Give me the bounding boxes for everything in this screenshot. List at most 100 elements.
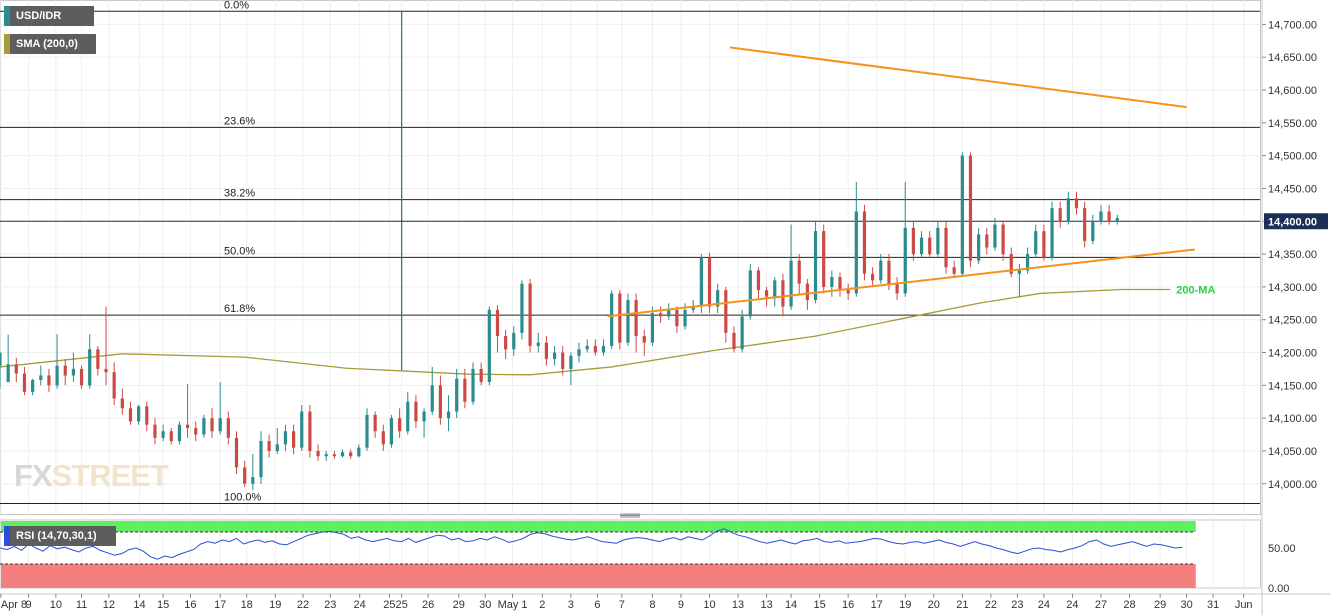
x-tick-label-12: 23	[324, 599, 336, 611]
candle-body-124	[1009, 254, 1013, 274]
candle-body-25	[202, 418, 206, 435]
candle-body-114	[928, 237, 932, 255]
candle-body-86	[699, 257, 703, 307]
candle-body-136	[1107, 211, 1111, 222]
x-tick-label-0: Apr 8	[1, 599, 27, 611]
y-tick-label-8: 14,300.00	[1268, 282, 1317, 294]
x-tick-label-4: 12	[103, 599, 115, 611]
x-tick-label-29: 14	[785, 599, 797, 611]
y-tick-label-13: 14,050.00	[1268, 446, 1317, 458]
candle-body-90	[732, 332, 736, 350]
candle-body-45	[365, 414, 369, 448]
candle-body-23	[185, 424, 190, 428]
x-tick-label-30: 15	[813, 599, 825, 611]
x-tick-label-45: Jun	[1235, 599, 1253, 611]
candle-body-92	[748, 270, 752, 317]
candle-body-33	[267, 441, 271, 451]
candle-body-110	[895, 283, 899, 294]
candle-body-4	[31, 380, 35, 392]
x-tick-label-15: 25	[396, 599, 408, 611]
candle-body-65	[528, 283, 532, 346]
x-tick-label-38: 24	[1038, 599, 1050, 611]
candle-body-135	[1099, 211, 1103, 222]
candle-body-79	[642, 336, 646, 343]
candle-body-26	[210, 418, 214, 432]
candle-body-83	[675, 309, 679, 327]
rsi-swatch	[4, 526, 10, 546]
x-tick-label-23: 7	[619, 599, 625, 611]
price-axis: 14,700.00 14,650.00 14,600.00 14,550.00 14,5…	[1262, 19, 1328, 595]
x-tick-label-32: 17	[871, 599, 883, 611]
y-tick-label-5: 14,450.00	[1268, 183, 1317, 195]
x-tick-label-19: May 1	[498, 599, 528, 611]
x-tick-label-18: 30	[479, 599, 491, 611]
candle-body-81	[658, 313, 663, 317]
x-tick-label-21: 3	[568, 599, 574, 611]
time-axis: Apr 89 10 11 12 14 15 16 17 18 19 22 23 24 25 25 26 29 30…	[0, 594, 1253, 611]
candle-body-27	[218, 418, 222, 432]
candle-body-10	[79, 368, 84, 386]
candle-body-128	[1042, 231, 1046, 258]
x-tick-label-17: 29	[453, 599, 465, 611]
candle-body-77	[626, 300, 630, 343]
fib-label-4: 61.8%	[224, 303, 255, 315]
sma-annotation: 200-MA	[1176, 285, 1215, 297]
trendline-resistance	[729, 46, 1187, 109]
candle-body-96	[781, 280, 785, 307]
candle-body-87	[707, 257, 712, 307]
candle-body-71	[577, 349, 581, 356]
sma-200-line	[0, 288, 1171, 376]
y-tick-label-0: 14,700.00	[1268, 19, 1317, 31]
candle-body-15	[120, 398, 124, 409]
candle-body-85	[691, 306, 695, 310]
candle-body-13	[104, 368, 108, 373]
candle-body-121	[985, 234, 989, 248]
candle-body-0	[0, 352, 2, 366]
candle-body-130	[1058, 208, 1062, 222]
candle-body-70	[569, 355, 573, 369]
candle-body-5	[39, 375, 43, 381]
candle-body-46	[373, 414, 377, 432]
x-tick-label-36: 22	[985, 599, 997, 611]
x-tick-label-6: 15	[157, 599, 169, 611]
watermark-street: STREET	[51, 458, 169, 493]
candle-body-24	[194, 427, 198, 435]
rsi-overbought-zone	[1, 521, 1196, 532]
rsi-y-tick-label-1: 0.00	[1268, 583, 1289, 595]
current-price-tag	[1264, 213, 1328, 230]
candle-body-102	[830, 277, 834, 287]
candle-body-51	[414, 401, 418, 422]
candle-body-106	[862, 211, 867, 274]
candle-body-37	[300, 411, 304, 448]
x-tick-label-9: 18	[241, 599, 253, 611]
x-tick-label-27: 13	[732, 599, 744, 611]
fib-label-0: 0.0%	[224, 0, 249, 11]
candle-body-88	[716, 290, 720, 307]
candle-body-68	[552, 352, 557, 360]
candle-body-11	[88, 349, 92, 386]
candle-body-18	[145, 406, 149, 425]
symbol-legend[interactable]: USD/IDR	[4, 6, 94, 26]
candle-body-3	[22, 373, 27, 392]
candle-body-105	[854, 211, 858, 294]
candle-body-7	[55, 365, 59, 386]
x-tick-label-16: 26	[422, 599, 434, 611]
y-tick-label-11: 14,150.00	[1268, 380, 1317, 392]
fib-label-5: 100.0%	[224, 491, 262, 503]
watermark-fx: FX	[14, 458, 53, 493]
candle-body-57	[463, 378, 467, 402]
x-tick-label-31: 16	[842, 599, 854, 611]
symbol-label: USD/IDR	[16, 10, 62, 22]
candle-body-117	[952, 267, 956, 274]
candle-body-134	[1091, 221, 1095, 241]
x-tick-label-26: 10	[703, 599, 715, 611]
candle-body-72	[585, 345, 589, 350]
candle-body-94	[765, 290, 769, 297]
x-tick-label-41: 28	[1123, 599, 1135, 611]
sma-legend[interactable]: SMA (200,0)	[4, 34, 96, 54]
candle-body-122	[993, 224, 997, 248]
rsi-legend[interactable]: RSI (14,70,30,1)	[4, 526, 116, 546]
rsi-line	[0, 528, 1183, 560]
candle-body-8	[63, 365, 67, 376]
